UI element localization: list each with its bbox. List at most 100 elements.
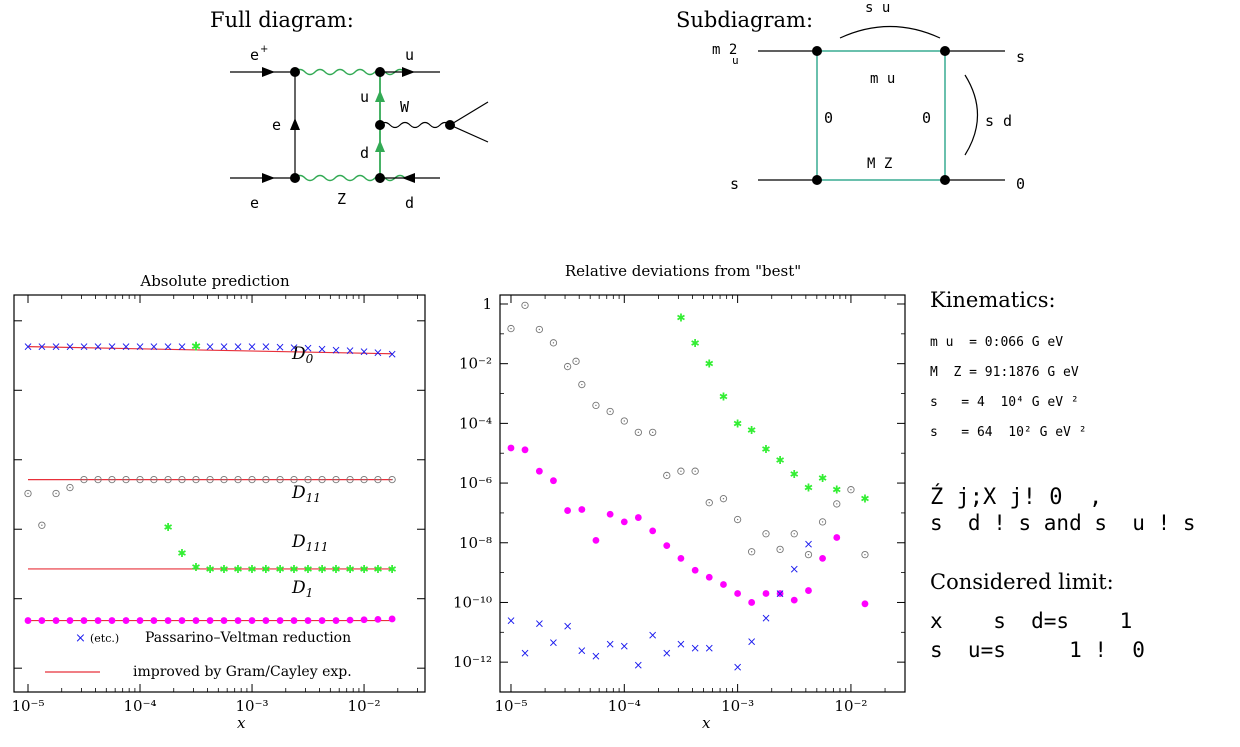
point-d11 bbox=[360, 475, 368, 484]
point-grey bbox=[804, 550, 813, 559]
vertex bbox=[290, 67, 300, 77]
considered-limit-line2: s u=s 1 ! 0 bbox=[930, 638, 1145, 662]
label-W: W bbox=[400, 98, 410, 116]
arrow-u-top bbox=[402, 67, 415, 77]
chart-left-legend: × (etc.) Passarino–Veltman reduction imp… bbox=[45, 630, 352, 680]
point-blue: × bbox=[648, 628, 658, 642]
x-tick-label: 10⁻⁵ bbox=[11, 697, 44, 715]
considered-limit-line1: x s d=s 1 bbox=[930, 609, 1133, 633]
point-d0: × bbox=[205, 340, 215, 354]
point-d1 bbox=[234, 617, 242, 624]
point-grey bbox=[572, 357, 580, 365]
point-d11 bbox=[318, 475, 326, 484]
point-green: ✱ bbox=[804, 482, 813, 495]
point-blue: × bbox=[563, 619, 573, 633]
point-d111: ✱ bbox=[163, 521, 172, 534]
point-d1 bbox=[290, 617, 298, 624]
point-d1 bbox=[164, 617, 172, 624]
legend-marker-x: × bbox=[75, 631, 86, 646]
chart-relative-deviations: Relative deviations from "best" ✱ ✱ ✱ ✱ ✱ ✱ ✱ ✱… bbox=[453, 262, 906, 732]
x-tick-label: 10⁻⁴ bbox=[608, 697, 641, 715]
point-grey-dot bbox=[595, 404, 597, 407]
point-d111: ✱ bbox=[219, 563, 228, 576]
kinematics-line-s: s = 4 10⁴ G eV ² bbox=[930, 395, 1079, 410]
point-d11 bbox=[178, 475, 186, 484]
point-d11 bbox=[234, 475, 242, 484]
point-d1 bbox=[318, 617, 326, 624]
point-d0: × bbox=[65, 340, 75, 354]
point-d11 bbox=[122, 475, 130, 484]
point-d1 bbox=[262, 617, 270, 624]
point-d11 bbox=[164, 475, 172, 484]
point-d11-dot bbox=[363, 478, 365, 481]
x-tick-label: 10⁻² bbox=[834, 697, 867, 715]
point-d1 bbox=[108, 617, 116, 624]
point-magenta bbox=[550, 477, 557, 485]
point-d1 bbox=[206, 617, 214, 624]
point-magenta bbox=[649, 527, 657, 535]
point-green: ✱ bbox=[860, 493, 869, 506]
point-green: ✱ bbox=[676, 312, 685, 325]
vertex bbox=[812, 175, 822, 185]
point-magenta bbox=[819, 554, 826, 562]
point-d11-dot bbox=[69, 486, 71, 489]
point-green: ✱ bbox=[832, 484, 841, 497]
point-green: ✱ bbox=[790, 468, 799, 481]
arrow-eplus bbox=[262, 67, 275, 77]
point-d11-dot bbox=[279, 478, 281, 481]
point-d111: ✱ bbox=[261, 563, 270, 576]
point-d11-dot bbox=[307, 478, 309, 481]
point-grey-dot bbox=[510, 327, 512, 330]
curve-label-d11: D11 bbox=[291, 483, 321, 505]
point-magenta bbox=[578, 506, 586, 513]
point-grey bbox=[833, 500, 841, 508]
vertex bbox=[445, 120, 455, 130]
point-d111: ✱ bbox=[359, 563, 368, 576]
point-d0: × bbox=[303, 341, 313, 355]
point-d11-dot bbox=[111, 478, 113, 481]
point-d111: ✱ bbox=[275, 563, 284, 576]
point-magenta bbox=[620, 518, 628, 526]
point-d0: × bbox=[275, 340, 285, 354]
point-blue: × bbox=[619, 639, 629, 653]
point-d1 bbox=[192, 617, 200, 624]
point-grey-dot bbox=[765, 533, 767, 535]
point-grey-dot bbox=[581, 383, 583, 386]
point-d11-dot bbox=[321, 478, 323, 481]
chart-mid-frame bbox=[499, 294, 906, 693]
point-d11 bbox=[94, 475, 102, 484]
point-d11 bbox=[290, 475, 298, 484]
label-e-bot: e bbox=[250, 194, 259, 212]
point-d1 bbox=[374, 615, 382, 623]
full-diagram: e + u u W e d e Z d bbox=[230, 44, 489, 212]
point-magenta bbox=[663, 542, 671, 550]
x-tick-label: 10⁻³ bbox=[721, 697, 754, 715]
arc-su bbox=[839, 25, 941, 39]
point-d1 bbox=[346, 616, 354, 624]
point-d111: ✱ bbox=[247, 563, 256, 576]
point-d0: × bbox=[289, 340, 299, 354]
point-d1 bbox=[136, 617, 144, 624]
point-d111: ✱ bbox=[177, 547, 186, 560]
point-d0: × bbox=[317, 342, 327, 356]
label-d-mid: d bbox=[360, 144, 369, 162]
point-d111: ✱ bbox=[303, 563, 312, 576]
point-blue: × bbox=[676, 637, 686, 651]
point-grey-dot bbox=[694, 470, 696, 472]
point-d11-dot bbox=[223, 478, 225, 481]
point-grey-dot bbox=[637, 431, 640, 434]
point-magenta bbox=[535, 467, 543, 475]
chart-mid-title: Relative deviations from "best" bbox=[565, 262, 801, 280]
vertex bbox=[375, 120, 385, 130]
point-grey-dot bbox=[651, 431, 654, 434]
point-magenta bbox=[776, 590, 784, 597]
point-blue: × bbox=[761, 611, 771, 625]
point-d1 bbox=[248, 617, 256, 624]
point-d111: ✱ bbox=[373, 563, 382, 576]
point-d0: × bbox=[359, 344, 369, 358]
label-mu: m u bbox=[870, 71, 895, 87]
point-d11 bbox=[192, 475, 200, 484]
point-d1 bbox=[52, 617, 60, 624]
vertex bbox=[812, 46, 822, 56]
point-grey-dot bbox=[779, 548, 781, 551]
